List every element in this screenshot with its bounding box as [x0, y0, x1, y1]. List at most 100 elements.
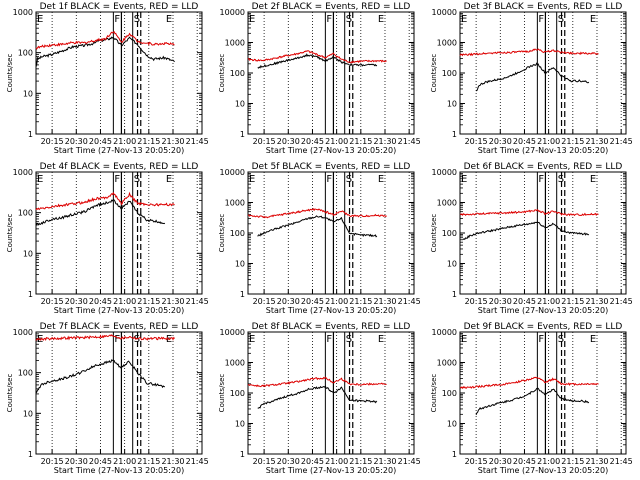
- lld-series-line: [35, 334, 175, 342]
- lld-series-line: [459, 48, 599, 57]
- marker-letter: E: [461, 174, 467, 185]
- x-tick-label: 21:15: [561, 137, 584, 146]
- x-tick-label: 21:30: [373, 297, 396, 306]
- y-tick-label: 10: [447, 420, 457, 429]
- events-series-line: [35, 36, 175, 68]
- y-tick-label: 10: [23, 249, 33, 258]
- x-tick-label: 21:30: [585, 297, 608, 306]
- x-tick-label: 21:00: [325, 137, 348, 146]
- x-tick-label: 21:15: [137, 297, 160, 306]
- y-tick-label: 100: [18, 369, 33, 378]
- y-tick-label: 10000: [220, 168, 245, 177]
- panel-8: Det 8f BLACK = Events, RED = LLD 1 10 100 10…: [218, 322, 421, 475]
- x-tick-label: 21:00: [113, 297, 136, 306]
- x-tick-label: 20:15: [41, 137, 64, 146]
- y-tick-label: 1: [240, 130, 245, 139]
- x-tick-label: 21:45: [398, 297, 421, 306]
- x-tick-label: 21:15: [137, 137, 160, 146]
- x-tick-label: 20:15: [465, 297, 488, 306]
- y-tick-label: 10: [235, 260, 245, 269]
- marker-letter: E: [249, 174, 255, 185]
- x-tick-label: 20:45: [301, 297, 324, 306]
- marker-letter: S: [134, 334, 140, 345]
- marker-letter: E: [378, 174, 384, 185]
- x-tick-label: 20:30: [489, 297, 512, 306]
- lld-series-line: [35, 191, 175, 211]
- x-tick-label: 21:45: [186, 137, 209, 146]
- marker-letter: F: [326, 14, 332, 25]
- x-axis-label: Start Time (27-Nov-13 20:05:20): [266, 306, 396, 315]
- panel-title: Det 9f BLACK = Events, RED = LLD: [464, 322, 623, 332]
- marker-letter: F: [538, 334, 544, 345]
- x-tick-label: 20:15: [465, 457, 488, 466]
- x-tick-label: 20:15: [465, 137, 488, 146]
- panel-title: Det 3f BLACK = Events, RED = LLD: [464, 2, 623, 12]
- x-tick-label: 21:00: [113, 137, 136, 146]
- x-tick-label: 20:45: [301, 137, 324, 146]
- x-tick-label: 21:15: [561, 297, 584, 306]
- x-tick-label: 20:30: [277, 297, 300, 306]
- y-tick-label: 100: [18, 209, 33, 218]
- x-tick-label: 21:00: [113, 457, 136, 466]
- marker-letter: S: [134, 14, 140, 25]
- plot-frame: [247, 11, 415, 135]
- y-axis-label: Counts/sec: [6, 54, 14, 93]
- y-tick-label: 1: [240, 290, 245, 299]
- lld-series-line: [35, 31, 175, 50]
- x-axis-label: Start Time (27-Nov-13 20:05:20): [54, 466, 184, 475]
- y-tick-label: 100: [230, 389, 245, 398]
- events-series-line: [257, 385, 378, 409]
- y-tick-label: 100: [442, 389, 457, 398]
- x-tick-label: 21:00: [325, 297, 348, 306]
- y-tick-label: 10000: [432, 168, 457, 177]
- y-axis-label: Counts/sec: [6, 374, 14, 413]
- panel-6: Det 6f BLACK = Events, RED = LLD 1 10 100 10…: [430, 162, 633, 315]
- marker-letter: S: [346, 174, 352, 185]
- panel-title: Det 7f BLACK = Events, RED = LLD: [40, 322, 199, 332]
- y-axis-label: Counts/sec: [430, 54, 438, 93]
- x-tick-label: 21:00: [537, 457, 560, 466]
- panel-title: Det 6f BLACK = Events, RED = LLD: [464, 162, 623, 172]
- y-axis-label: Counts/sec: [218, 214, 226, 253]
- marker-letter: E: [37, 174, 43, 185]
- x-tick-label: 20:15: [253, 137, 276, 146]
- marker-letter: F: [114, 14, 120, 25]
- plot-frame: [35, 171, 203, 295]
- x-tick-label: 20:45: [513, 457, 536, 466]
- x-tick-label: 20:45: [89, 297, 112, 306]
- x-tick-label: 21:00: [537, 297, 560, 306]
- y-tick-label: 1000: [225, 39, 245, 48]
- marker-letter: E: [461, 334, 467, 345]
- y-tick-label: 100: [442, 69, 457, 78]
- x-tick-label: 20:15: [253, 457, 276, 466]
- y-tick-label: 10: [235, 420, 245, 429]
- marker-letter: F: [326, 334, 332, 345]
- marker-letter: E: [166, 174, 172, 185]
- x-tick-label: 21:30: [161, 297, 184, 306]
- panel-4: Det 4f BLACK = Events, RED = LLD 1 10 100 10…: [6, 162, 209, 315]
- marker-letter: E: [461, 14, 467, 25]
- panel-title: Det 1f BLACK = Events, RED = LLD: [40, 2, 199, 12]
- y-tick-label: 10: [447, 260, 457, 269]
- plot-frame: [247, 171, 415, 295]
- x-axis-label: Start Time (27-Nov-13 20:05:20): [478, 306, 608, 315]
- x-tick-label: 20:30: [489, 457, 512, 466]
- y-tick-label: 1000: [13, 168, 33, 177]
- x-axis-label: Start Time (27-Nov-13 20:05:20): [54, 146, 184, 155]
- marker-letter: S: [558, 174, 564, 185]
- marker-letter: E: [249, 334, 255, 345]
- marker-letter: S: [134, 174, 140, 185]
- panel-title: Det 5f BLACK = Events, RED = LLD: [252, 162, 411, 172]
- x-tick-label: 20:15: [41, 457, 64, 466]
- y-axis-label: Counts/sec: [218, 374, 226, 413]
- plot-frame: [35, 331, 203, 455]
- y-tick-label: 100: [18, 49, 33, 58]
- x-tick-label: 21:45: [398, 137, 421, 146]
- y-tick-label: 10: [235, 100, 245, 109]
- x-tick-label: 20:45: [89, 457, 112, 466]
- plot-frame: [247, 331, 415, 455]
- panel-3: Det 3f BLACK = Events, RED = LLD 1 10 100 10…: [430, 2, 633, 155]
- y-tick-label: 1: [28, 130, 33, 139]
- marker-letter: E: [378, 14, 384, 25]
- plot-frame: [459, 11, 627, 135]
